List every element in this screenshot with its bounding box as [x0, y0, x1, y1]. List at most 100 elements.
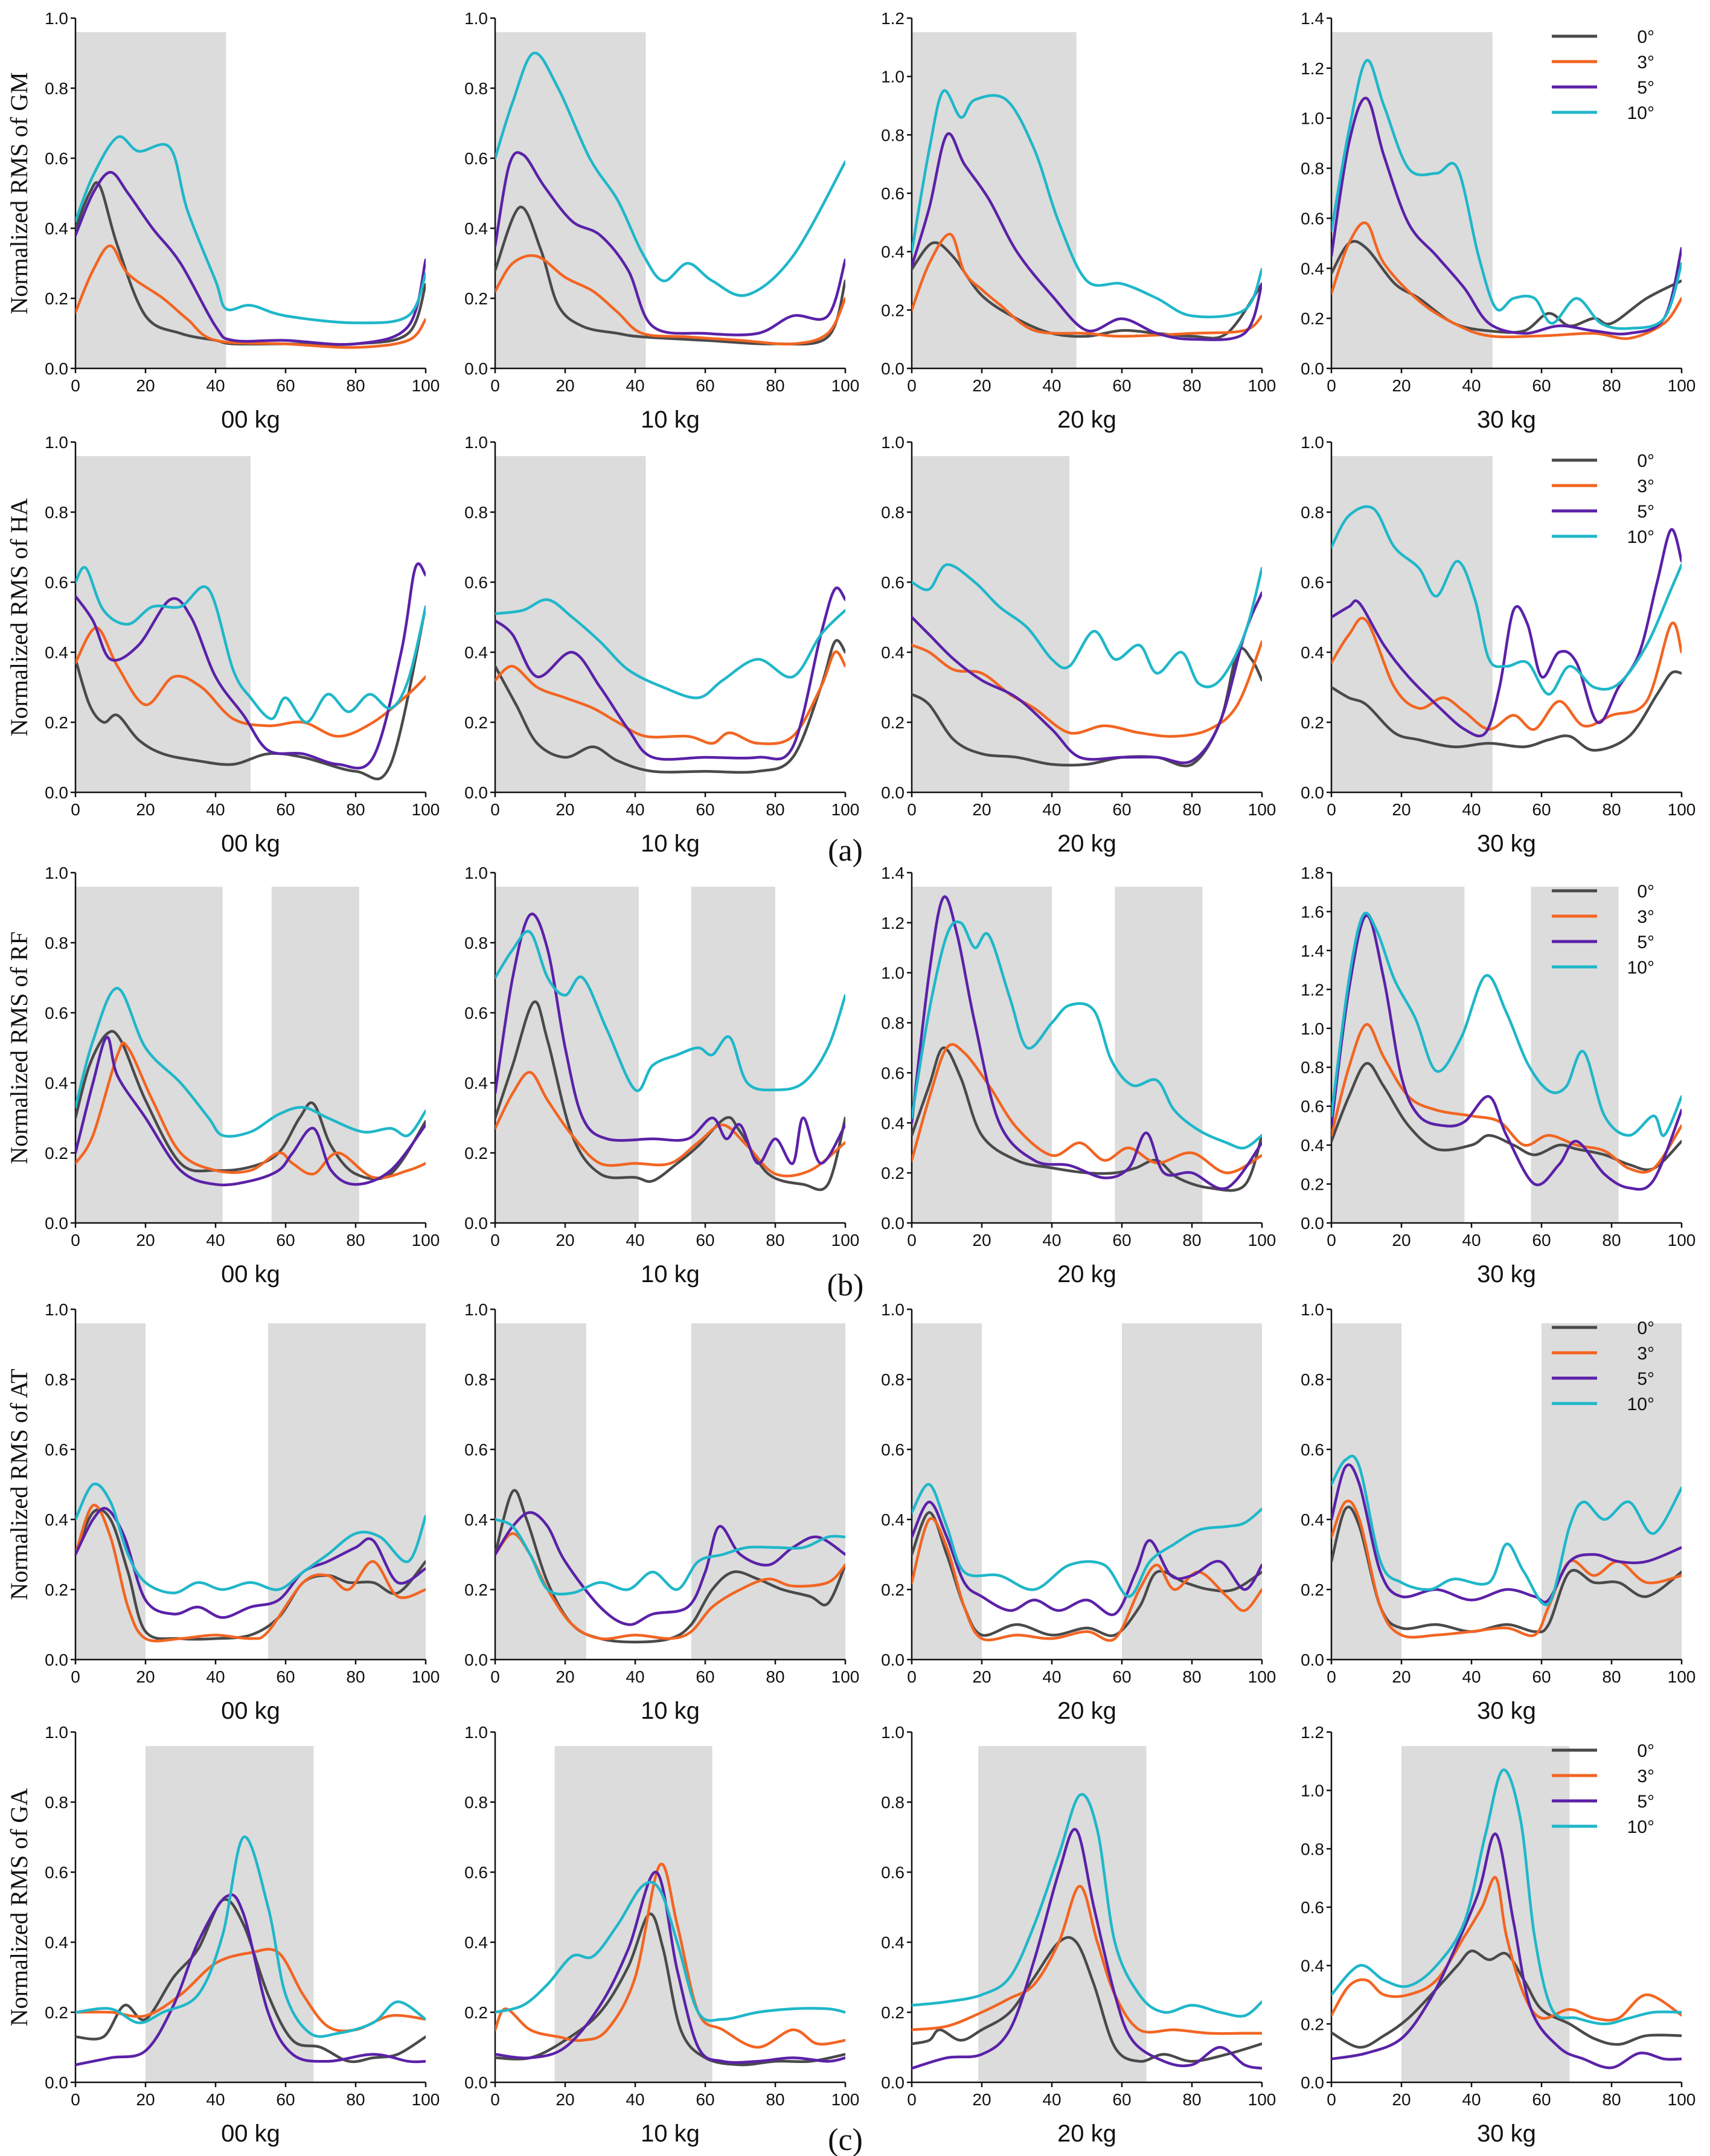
x-axis-label: 00 kg — [221, 1698, 280, 1724]
chart-1-3: 0.0 0.2 0.4 0.6 0.8 1.0 0 20 40 60 80 100 30 kg 0° 3° 5… — [1301, 433, 1696, 857]
y-tick-label: 0.8 — [881, 503, 905, 522]
series-line-10deg — [1331, 1768, 1682, 2026]
x-tick-label: 80 — [346, 376, 365, 395]
series-line-0deg — [75, 605, 426, 780]
y-tick-label: 0.4 — [45, 1510, 68, 1529]
x-tick-label: 40 — [626, 800, 644, 819]
y-tick-label: 0.6 — [1301, 1097, 1324, 1116]
x-tick-label: 100 — [1668, 1231, 1696, 1250]
y-tick-label: 1.0 — [1301, 1019, 1324, 1038]
y-tick-label: 0.2 — [1301, 1175, 1324, 1194]
x-tick-label: 80 — [1182, 1231, 1201, 1250]
x-tick-label: 0 — [1327, 2090, 1336, 2109]
x-tick-label: 80 — [766, 800, 784, 819]
y-tick-label: 0.2 — [464, 289, 488, 308]
series-line-3deg — [1331, 1876, 1682, 2022]
y-axis-label: Normalized RMS of HA — [5, 498, 33, 737]
x-axis-label: 20 kg — [1057, 830, 1116, 857]
x-tick-label: 20 — [972, 800, 991, 819]
series-line-5deg — [1331, 1832, 1682, 2070]
y-tick-label: 0.6 — [45, 149, 68, 168]
x-tick-label: 60 — [1532, 1667, 1551, 1686]
shaded-phase — [495, 456, 646, 792]
series-line-10deg — [912, 1483, 1262, 1598]
y-tick-label: 0.4 — [464, 643, 488, 662]
x-tick-label: 60 — [1112, 1667, 1131, 1686]
y-tick-label: 0.2 — [45, 1144, 68, 1163]
y-tick-label: 1.2 — [1301, 980, 1324, 999]
x-tick-label: 20 — [556, 2090, 574, 2109]
shaded-phase — [691, 887, 775, 1223]
y-tick-label: 0.8 — [1301, 503, 1324, 522]
series-line-10deg — [1331, 505, 1682, 696]
series-line-10deg — [912, 920, 1262, 1150]
y-tick-label: 1.0 — [45, 1723, 68, 1742]
series-line-3deg — [912, 1516, 1262, 1642]
y-tick-label: 0.2 — [881, 1580, 905, 1599]
x-tick-label: 80 — [1602, 1667, 1621, 1686]
series-line-5deg — [75, 562, 426, 770]
series-line-10deg — [75, 1835, 426, 2038]
x-tick-label: 80 — [1602, 2090, 1621, 2109]
x-tick-label: 20 — [1392, 2090, 1411, 2109]
series-line-3deg — [912, 640, 1262, 738]
x-axis-label: 20 kg — [1057, 1261, 1116, 1288]
panels-layer: 0.0 0.2 0.4 0.6 0.8 1.0 0 20 40 60 80 100 00 kg Norma… — [5, 9, 1696, 2147]
x-tick-label: 100 — [412, 2090, 440, 2109]
x-tick-label: 40 — [626, 1231, 644, 1250]
y-tick-label: 0.2 — [1301, 1580, 1324, 1599]
y-tick-label: 0.6 — [464, 1440, 488, 1459]
legend-label: 5° — [1637, 1792, 1654, 1812]
series-line-0deg — [75, 1030, 426, 1181]
shaded-phase — [691, 1323, 845, 1660]
series-line-3deg — [495, 650, 845, 745]
y-tick-label: 1.2 — [881, 914, 905, 932]
x-axis-label: 10 kg — [641, 406, 700, 433]
y-tick-label: 0.0 — [1301, 783, 1324, 802]
series-line-0deg — [912, 1936, 1262, 2063]
shaded-phase — [1122, 1323, 1262, 1660]
series-line-10deg — [1331, 1454, 1682, 1606]
chart-3-1: 0.0 0.2 0.4 0.6 0.8 1.0 0 20 40 60 80 100 10 kg — [464, 1300, 859, 1724]
x-tick-label: 0 — [490, 1667, 500, 1686]
x-tick-label: 20 — [1392, 376, 1411, 395]
x-tick-label: 0 — [71, 800, 80, 819]
y-tick-label: 0.8 — [464, 79, 488, 98]
x-tick-label: 20 — [556, 376, 574, 395]
x-tick-label: 100 — [412, 800, 440, 819]
x-tick-label: 100 — [831, 800, 860, 819]
x-axis-label: 30 kg — [1477, 830, 1536, 857]
x-tick-label: 0 — [71, 376, 80, 395]
x-tick-label: 60 — [276, 1231, 295, 1250]
chart-1-2: 0.0 0.2 0.4 0.6 0.8 1.0 0 20 40 60 80 100 20 kg — [881, 433, 1276, 857]
x-tick-label: 60 — [696, 376, 714, 395]
y-tick-label: 0.4 — [464, 1510, 488, 1529]
y-tick-label: 0.0 — [1301, 1214, 1324, 1233]
x-tick-label: 40 — [1042, 1231, 1061, 1250]
y-tick-label: 1.0 — [464, 9, 488, 28]
series-line-5deg — [495, 151, 845, 336]
y-tick-label: 0.8 — [464, 934, 488, 952]
chart-3-3: 0.0 0.2 0.4 0.6 0.8 1.0 0 20 40 60 80 100 30 kg 0° 3° 5… — [1301, 1300, 1696, 1724]
series-line-10deg — [495, 1881, 845, 2023]
y-tick-label: 1.4 — [1301, 9, 1324, 28]
x-tick-label: 60 — [696, 2090, 714, 2109]
series-line-5deg — [912, 1827, 1262, 2070]
y-tick-label: 0.2 — [1301, 309, 1324, 328]
y-tick-label: 0.6 — [45, 1440, 68, 1459]
x-tick-label: 40 — [206, 1667, 225, 1686]
y-tick-label: 1.6 — [1301, 902, 1324, 921]
x-tick-label: 20 — [136, 1667, 155, 1686]
legend-label: 5° — [1637, 932, 1654, 952]
panel-label-b: (b) — [827, 1268, 864, 1303]
x-tick-label: 60 — [276, 2090, 295, 2109]
x-tick-label: 60 — [1532, 800, 1551, 819]
y-tick-label: 0.6 — [881, 1064, 905, 1082]
series-line-0deg — [1331, 670, 1682, 752]
series-line-3deg — [912, 1043, 1262, 1175]
shaded-phase — [554, 1746, 712, 2082]
x-tick-label: 100 — [412, 1667, 440, 1686]
x-axis-label: 20 kg — [1057, 406, 1116, 433]
legend-label: 3° — [1637, 476, 1654, 496]
legend-label: 10° — [1627, 1817, 1654, 1837]
